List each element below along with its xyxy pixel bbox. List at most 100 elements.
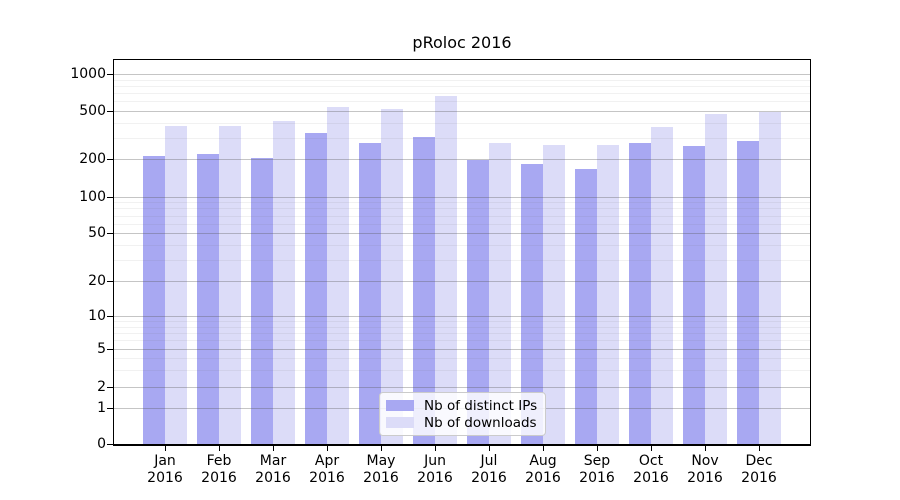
gridline-minor [114,93,810,95]
gridline-minor [114,137,810,139]
x-tick-month: Jul [480,453,498,469]
y-tick-label: 2 [97,378,106,395]
gridline-minor [114,215,810,217]
x-axis-tick [164,446,166,451]
y-tick-label: 1 [97,399,106,416]
y-axis-tick [107,444,114,445]
y-tick-label: 5 [97,341,106,358]
gridline-major [114,74,810,75]
x-tick-month: Dec [745,453,773,469]
y-tick-label: 10 [88,307,106,324]
x-tick-label: Jun 2016 [405,453,465,486]
x-tick-year: 2016 [201,469,237,486]
x-tick-month: May [366,453,396,469]
x-axis-tick [272,446,274,451]
x-tick-year: 2016 [525,469,561,486]
x-tick-year: 2016 [417,469,453,486]
gridline-minor [114,370,810,372]
bar-distinct-ips-dec [737,140,759,444]
x-tick-month: Jan [154,453,176,469]
bar-downloads-may [381,108,403,444]
bar-downloads-jan [165,126,187,444]
gridline-major [114,196,810,198]
x-tick-year: 2016 [255,469,291,486]
gridline-minor [114,358,810,360]
x-tick-month: Oct [638,453,664,469]
legend-label: Nb of distinct IPs [424,397,538,414]
x-axis-tick [704,446,706,451]
bar-downloads-sep [597,145,619,444]
x-tick-label: Jan 2016 [135,453,195,486]
x-tick-year: 2016 [147,469,183,486]
y-tick-label: 0 [97,436,106,452]
y-axis-tick [107,111,114,112]
gridline-minor [114,259,810,261]
bar-distinct-ips-nov [683,145,705,444]
gridline-major [114,111,810,112]
x-tick-year: 2016 [633,469,669,486]
legend-swatch-distinct-ips [386,400,414,411]
x-tick-month: Aug [529,453,557,469]
x-tick-year: 2016 [687,469,723,486]
y-tick-label: 1000 [70,66,106,82]
x-tick-label: Oct 2016 [621,453,681,486]
bar-distinct-ips-jan [143,155,165,444]
y-axis-tick [107,408,114,409]
gridline-minor [114,79,810,81]
x-axis-tick [542,446,544,451]
legend-swatch-downloads [386,417,414,428]
bar-distinct-ips-jun [413,136,435,444]
gridline-minor [114,223,810,225]
gridline-minor [114,320,810,322]
y-tick-label: 200 [79,151,106,167]
x-axis-tick [434,446,436,451]
bar-downloads-apr [327,106,349,444]
x-tick-label: Nov 2016 [675,453,735,486]
legend-item: Nb of distinct IPs [386,397,537,414]
bar-downloads-aug [543,144,565,444]
bar-distinct-ips-may [359,143,381,444]
x-tick-month: Mar [259,453,287,469]
bar-distinct-ips-sep [575,169,597,444]
y-axis-tick [107,387,114,388]
y-axis-tick [107,233,114,234]
y-axis-tick [107,349,114,350]
gridline-major [114,233,810,235]
x-axis-tick [326,446,328,451]
gridline-major [114,349,810,351]
y-tick-label: 500 [79,103,106,119]
gridline-minor [114,85,810,87]
x-tick-month: Sep [583,453,611,469]
bar-distinct-ips-jul [467,160,489,444]
y-tick-label: 100 [79,188,106,205]
y-axis-tick [107,159,114,160]
legend: Nb of distinct IPs Nb of downloads [379,392,547,436]
bar-distinct-ips-mar [251,157,273,444]
x-tick-label: Mar 2016 [243,453,303,486]
y-axis-tick [107,197,114,198]
x-tick-label: Jul 2016 [459,453,519,486]
chart-title: pRoloc 2016 [412,33,512,52]
legend-item: Nb of downloads [386,414,537,431]
gridline-minor [114,332,810,334]
bar-distinct-ips-apr [305,132,327,444]
x-tick-year: 2016 [309,469,345,486]
x-tick-label: Sep 2016 [567,453,627,486]
gridline-major [114,280,810,282]
gridline-minor [114,122,810,124]
x-axis-tick [596,446,598,451]
x-tick-month: Nov [691,453,719,469]
gridline-minor [114,202,810,204]
bar-distinct-ips-feb [197,154,219,444]
gridline-minor [114,326,810,328]
bar-downloads-dec [759,111,781,444]
x-axis-tick [758,446,760,451]
gridline-major [114,386,810,388]
x-tick-month: Feb [206,453,232,469]
gridline-minor [114,244,810,246]
x-tick-label: Dec 2016 [729,453,789,486]
y-axis-tick [107,281,114,282]
bar-downloads-feb [219,125,241,444]
bar-downloads-nov [705,114,727,444]
